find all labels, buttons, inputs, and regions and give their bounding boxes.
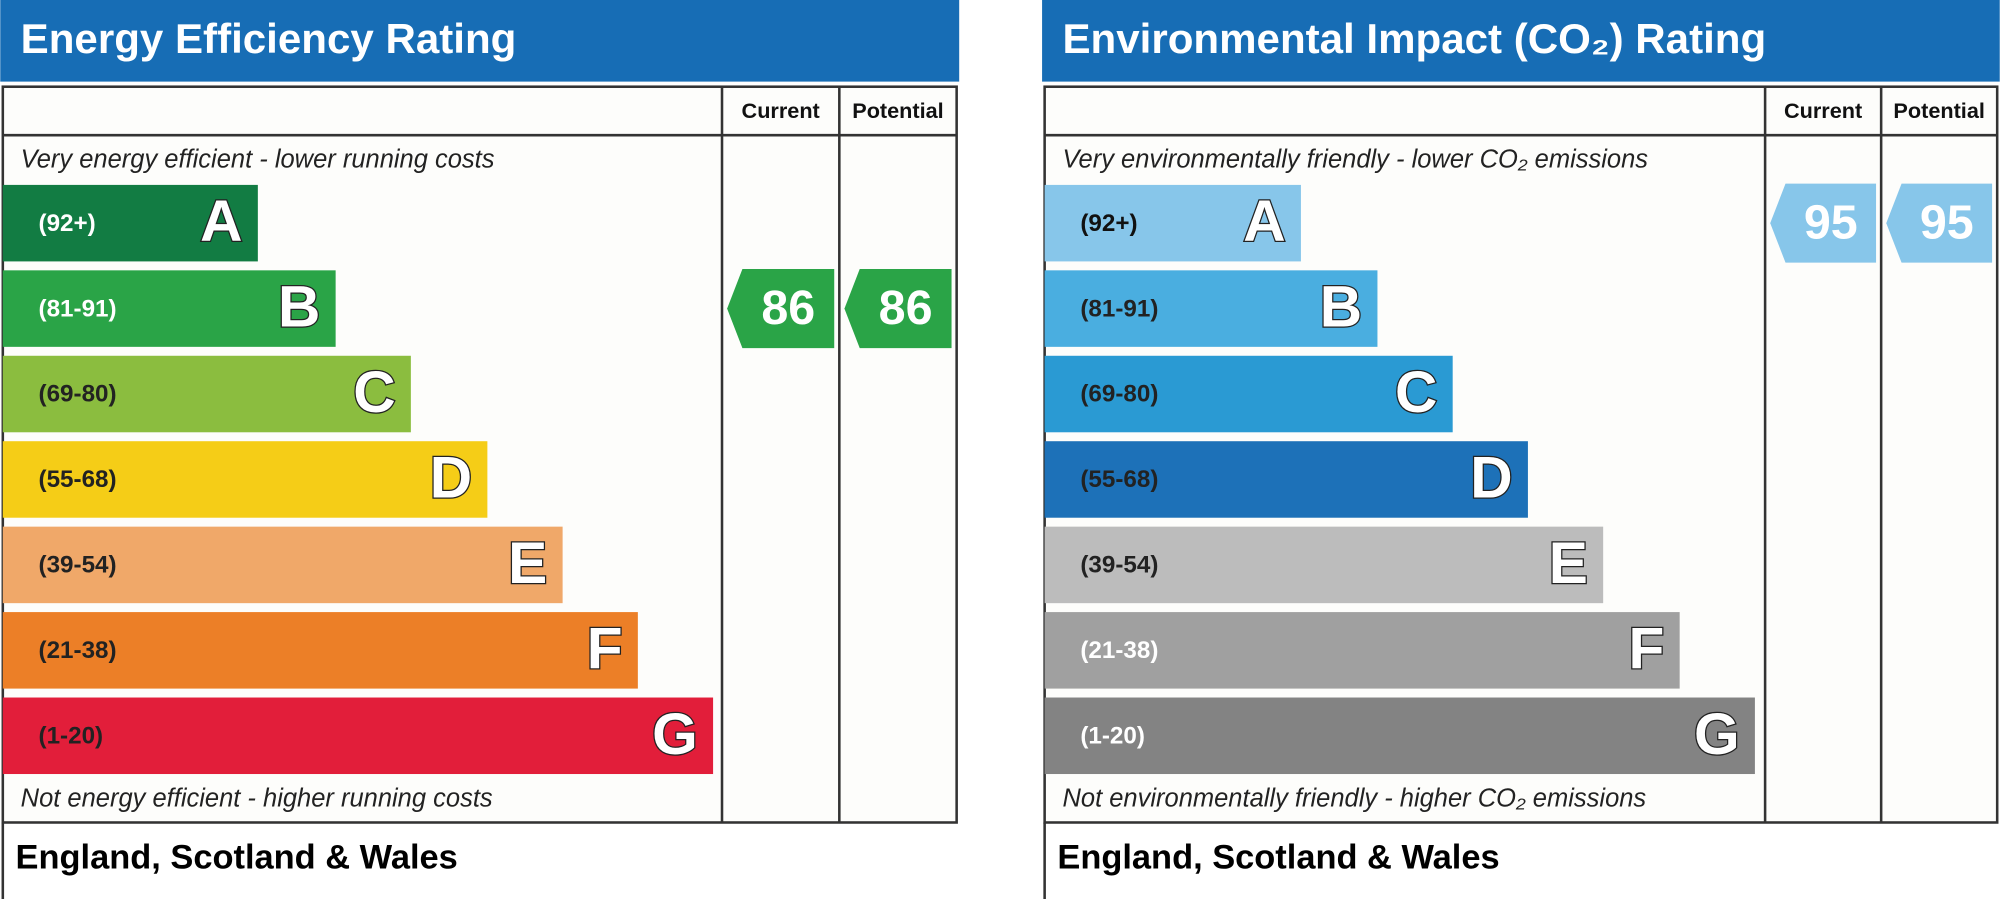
band-range: (69-80)	[1080, 381, 1158, 408]
band-bar	[1044, 612, 1680, 689]
rating-arrow	[1886, 183, 1993, 263]
rating-value: 95	[1804, 196, 1858, 250]
rating-arrow	[1770, 183, 1877, 263]
band-letter: B	[1320, 275, 1362, 340]
band-range: (1-20)	[39, 722, 104, 749]
band-range: (1-20)	[1080, 722, 1145, 749]
bottom-note: Not environmentally friendly - higher CO…	[1062, 784, 1646, 812]
column-header: Potential	[1893, 98, 1984, 123]
column-header: Current	[742, 98, 820, 123]
column-header: Current	[1784, 98, 1862, 123]
band-bar	[1044, 526, 1604, 604]
band-bar	[1044, 441, 1528, 518]
rating-arrow	[844, 269, 952, 349]
band-letter: F	[1629, 616, 1665, 681]
band-range: (55-68)	[39, 466, 117, 493]
panel-title: Environmental Impact (CO₂) Rating	[1062, 15, 1766, 62]
band-letter: F	[587, 616, 623, 681]
band-bar	[1044, 270, 1378, 347]
band-letter: A	[200, 189, 242, 254]
rating-value: 86	[879, 281, 933, 335]
band-letter: C	[353, 360, 395, 425]
band-range: (92+)	[39, 210, 96, 237]
band-range: (81-91)	[1080, 295, 1158, 322]
band-letter: B	[278, 275, 320, 340]
rating-arrow	[727, 269, 835, 349]
band-range: (81-91)	[39, 295, 117, 322]
band-bar	[2, 355, 411, 433]
band-bar	[2, 184, 258, 262]
title-bar	[1042, 0, 2000, 82]
column-header: Potential	[852, 98, 943, 123]
band-letter: E	[508, 531, 547, 596]
band-range: (39-54)	[1080, 552, 1158, 579]
band-bar	[1044, 355, 1453, 433]
band-range: (69-80)	[39, 381, 117, 408]
band-bar	[2, 612, 638, 689]
band-range: (92+)	[1080, 210, 1137, 237]
title-bar	[0, 0, 960, 82]
band-bar	[2, 270, 336, 347]
band-letter: D	[430, 446, 472, 511]
band-range: (55-68)	[1080, 466, 1158, 493]
band-bar	[2, 697, 714, 775]
band-letter: C	[1395, 360, 1437, 425]
band-letter: E	[1549, 531, 1588, 596]
band-range: (21-38)	[39, 637, 117, 664]
rating-value: 95	[1920, 196, 1974, 250]
band-bar	[1044, 184, 1301, 262]
band-bar	[2, 526, 563, 604]
panel-title: Energy Efficiency Rating	[21, 15, 517, 62]
band-range: (21-38)	[1080, 637, 1158, 664]
region: England, Scotland & Wales	[1057, 839, 1499, 877]
band-bar	[1044, 697, 1755, 775]
band-range: (39-54)	[39, 552, 117, 579]
rating-value: 86	[761, 281, 815, 335]
band-bar	[2, 441, 488, 518]
band-letter: D	[1470, 446, 1512, 511]
band-letter: A	[1243, 189, 1285, 254]
band-letter: G	[1694, 702, 1740, 767]
band-letter: G	[652, 702, 698, 767]
bottom-note: Not energy efficient - higher running co…	[21, 784, 493, 812]
top-note: Very environmentally friendly - lower CO…	[1062, 145, 1648, 173]
top-note: Very energy efficient - lower running co…	[21, 145, 495, 173]
region: England, Scotland & Wales	[16, 839, 458, 877]
